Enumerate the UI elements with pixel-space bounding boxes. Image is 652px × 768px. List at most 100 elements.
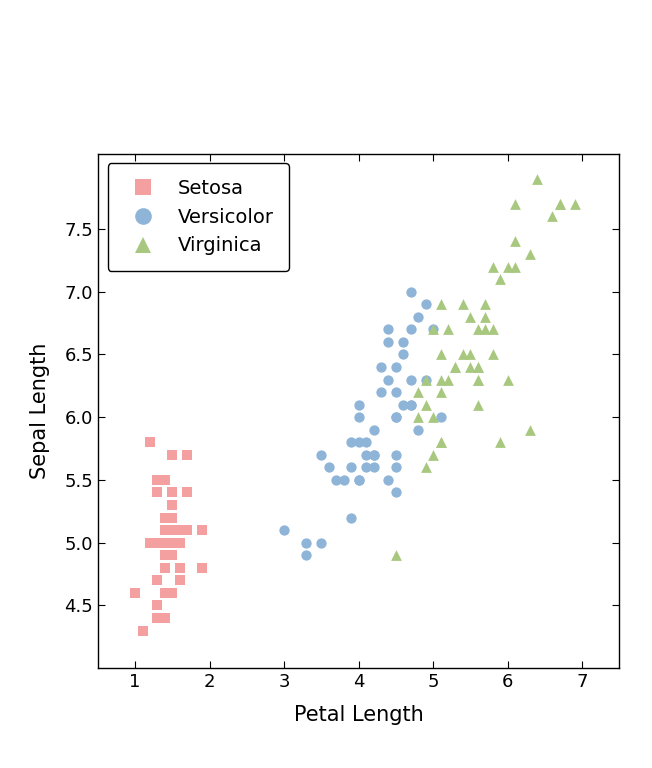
Point	[167, 449, 177, 461]
Point	[480, 310, 490, 323]
Point	[473, 373, 483, 386]
Point	[525, 424, 535, 436]
Point	[428, 411, 438, 423]
Point	[145, 436, 155, 449]
X-axis label: Petal Length: Petal Length	[293, 705, 424, 725]
Point	[465, 310, 475, 323]
Point	[413, 386, 423, 398]
Point	[167, 549, 177, 561]
Point	[383, 336, 394, 348]
Y-axis label: Sepal Length: Sepal Length	[30, 343, 50, 479]
Point	[473, 323, 483, 336]
Point	[182, 486, 192, 498]
Point	[160, 537, 170, 549]
Point	[398, 348, 409, 360]
Point	[436, 411, 446, 423]
Point	[421, 373, 431, 386]
Point	[167, 587, 177, 599]
Point	[167, 499, 177, 511]
Point	[391, 411, 401, 423]
Point	[488, 348, 498, 360]
Point	[152, 612, 162, 624]
Point	[555, 197, 565, 210]
Point	[160, 537, 170, 549]
Point	[436, 348, 446, 360]
Point	[391, 462, 401, 474]
Point	[353, 474, 364, 486]
Point	[383, 323, 394, 336]
Point	[160, 561, 170, 574]
Point	[152, 486, 162, 498]
Point	[503, 260, 513, 273]
Point	[323, 462, 334, 474]
Point	[569, 197, 580, 210]
Point	[160, 549, 170, 561]
Point	[152, 599, 162, 611]
Point	[391, 411, 401, 423]
Point	[428, 323, 438, 336]
Point	[175, 537, 185, 549]
Point	[175, 537, 185, 549]
Point	[436, 436, 446, 449]
Point	[167, 511, 177, 524]
Point	[495, 436, 505, 449]
Point	[353, 411, 364, 423]
Point	[406, 323, 416, 336]
Point	[398, 336, 409, 348]
Point	[458, 348, 468, 360]
Point	[361, 449, 371, 461]
Point	[152, 537, 162, 549]
Point	[406, 373, 416, 386]
Point	[465, 361, 475, 373]
Point	[182, 524, 192, 536]
Point	[130, 587, 140, 599]
Point	[368, 449, 379, 461]
Point	[547, 210, 557, 223]
Point	[473, 361, 483, 373]
Point	[167, 537, 177, 549]
Point	[167, 524, 177, 536]
Point	[353, 436, 364, 449]
Point	[376, 361, 386, 373]
Point	[436, 436, 446, 449]
Point	[391, 486, 401, 498]
Point	[391, 449, 401, 461]
Point	[138, 624, 148, 637]
Point	[391, 386, 401, 398]
Point	[175, 537, 185, 549]
Point	[353, 474, 364, 486]
Point	[175, 574, 185, 587]
Point	[160, 561, 170, 574]
Point	[406, 399, 416, 411]
Point	[391, 549, 401, 561]
Point	[361, 436, 371, 449]
Point	[301, 549, 312, 561]
Point	[413, 411, 423, 423]
Point	[503, 373, 513, 386]
Point	[368, 462, 379, 474]
Point	[346, 436, 357, 449]
Point	[413, 424, 423, 436]
Point	[436, 298, 446, 310]
Point	[353, 399, 364, 411]
Point	[167, 511, 177, 524]
Point	[160, 524, 170, 536]
Point	[391, 361, 401, 373]
Point	[532, 173, 542, 185]
Point	[145, 537, 155, 549]
Point	[346, 462, 357, 474]
Point	[346, 511, 357, 524]
Point	[383, 474, 394, 486]
Point	[368, 424, 379, 436]
Point	[279, 524, 289, 536]
Point	[175, 561, 185, 574]
Point	[465, 348, 475, 360]
Point	[167, 549, 177, 561]
Point	[175, 524, 185, 536]
Point	[428, 449, 438, 461]
Point	[480, 323, 490, 336]
Point	[316, 449, 327, 461]
Point	[383, 373, 394, 386]
Point	[197, 524, 207, 536]
Point	[316, 537, 327, 549]
